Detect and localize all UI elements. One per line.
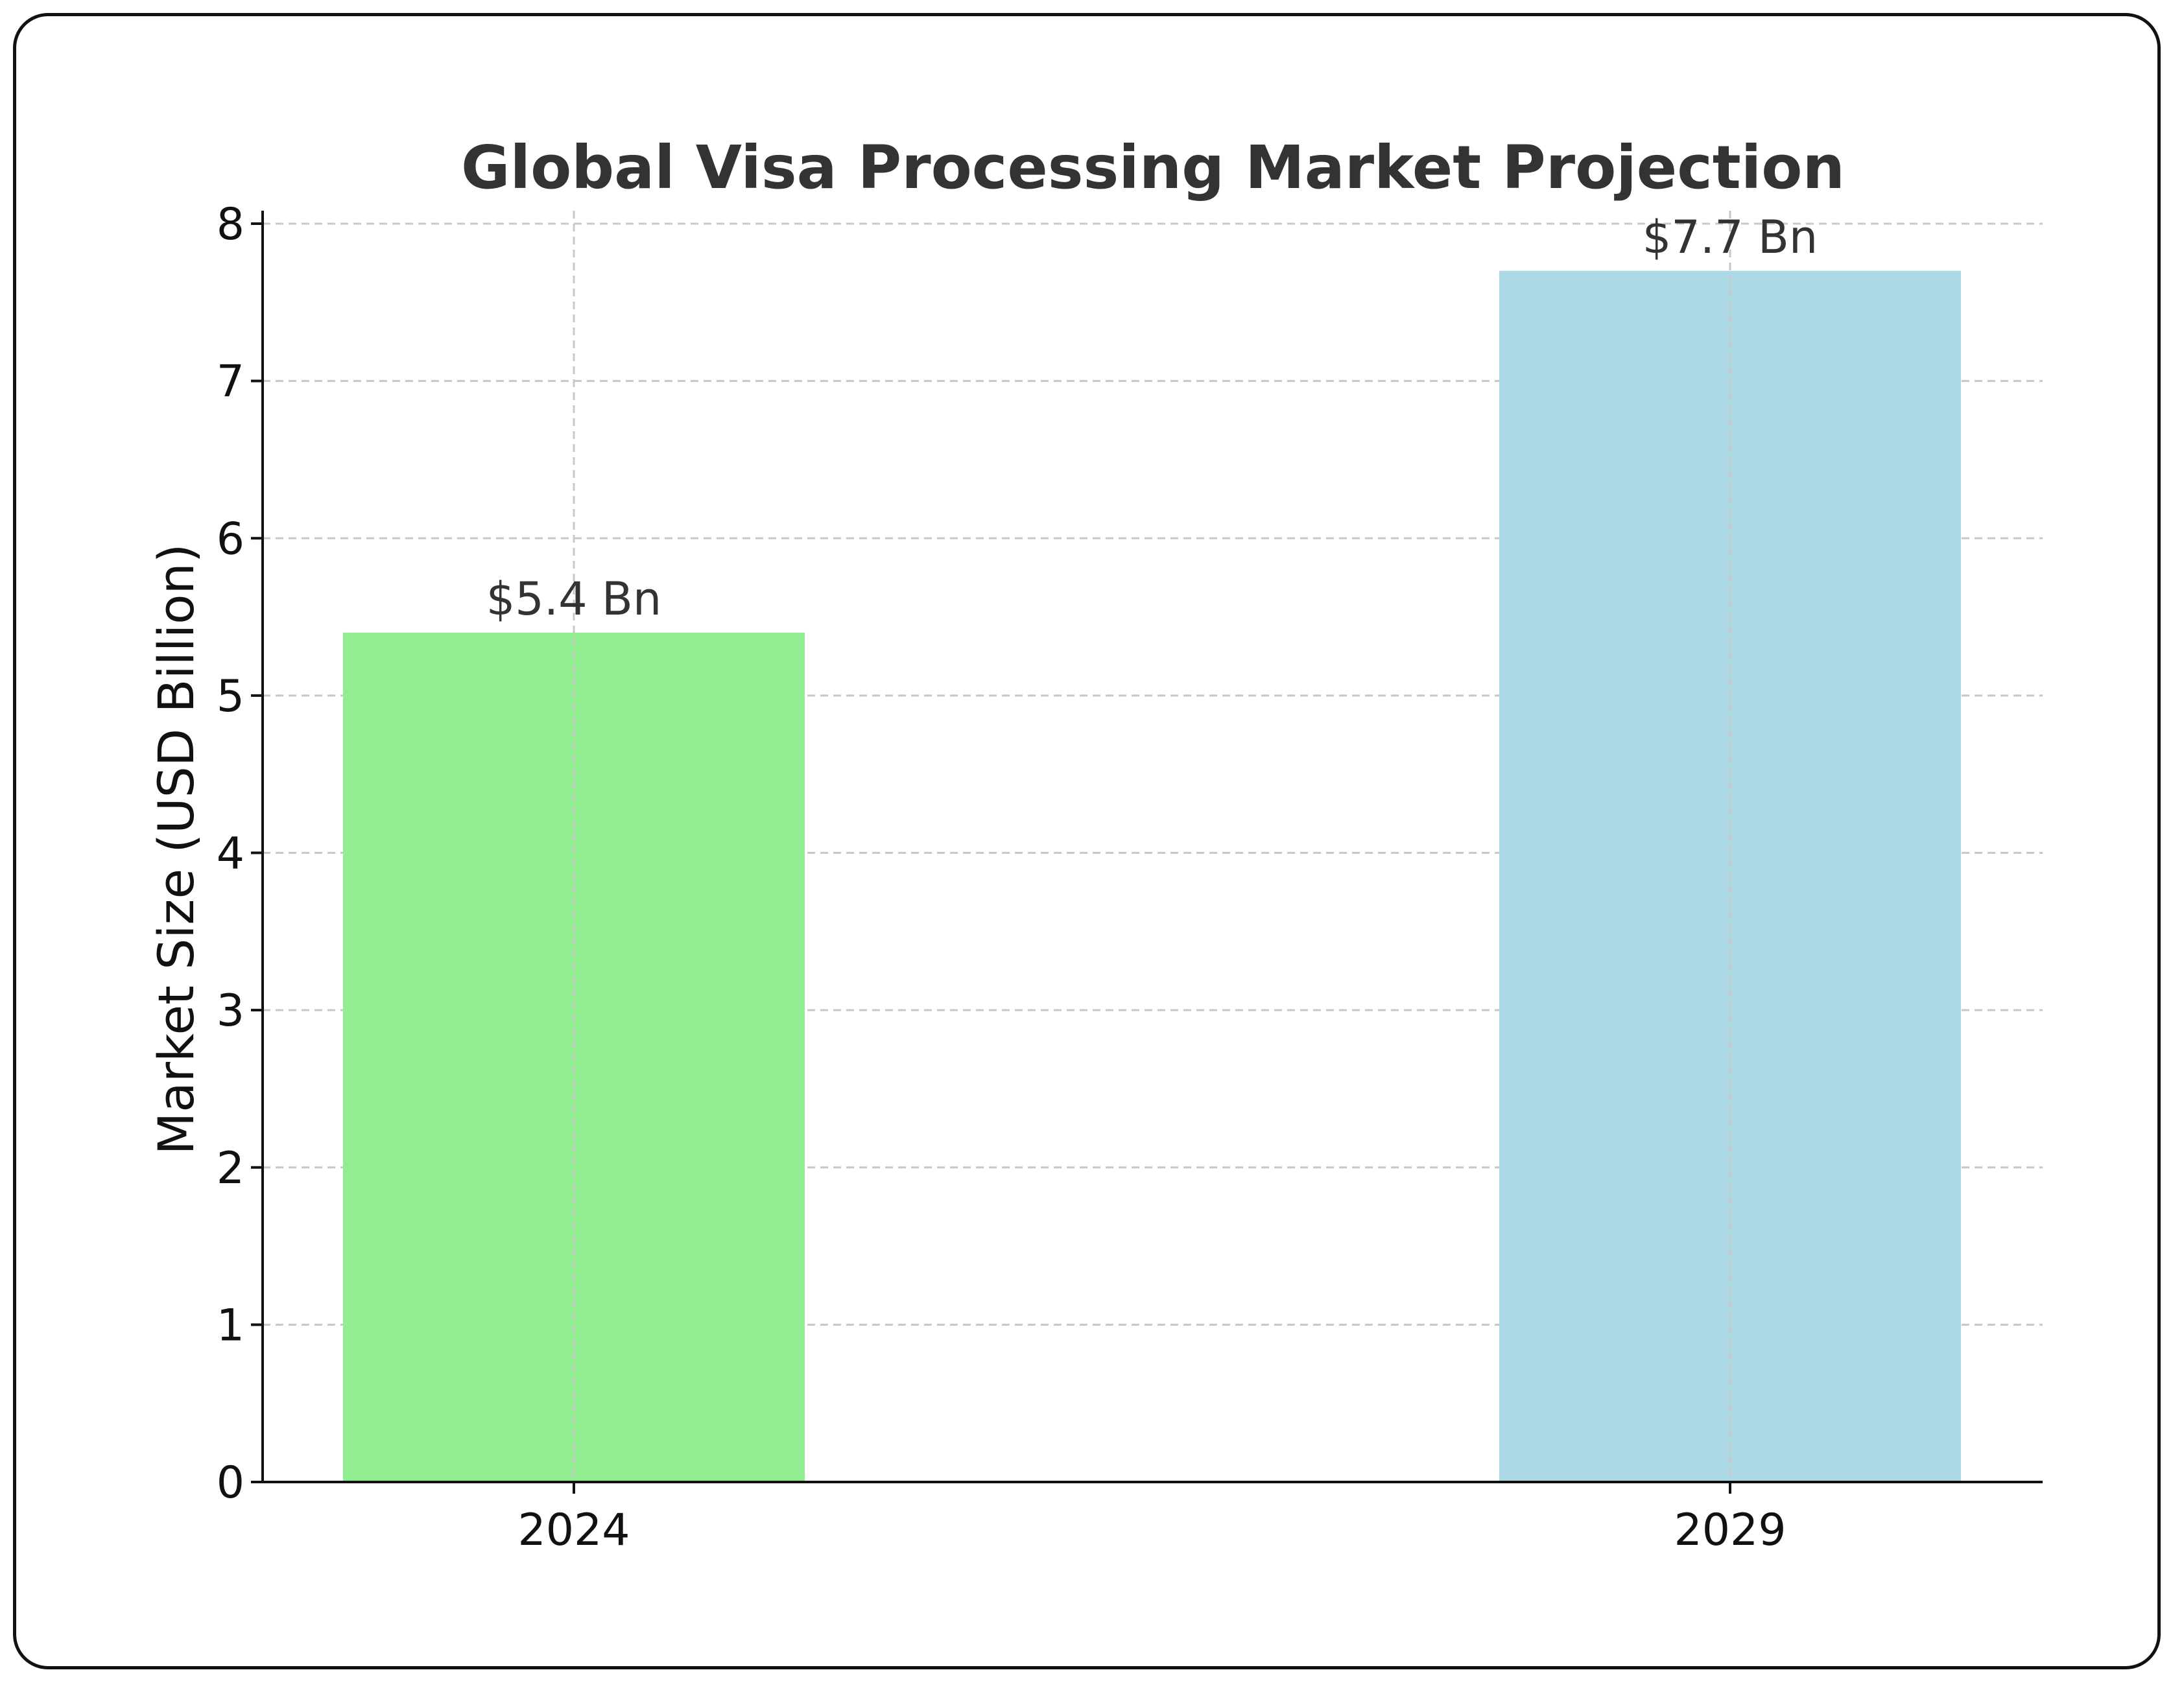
chart-title: Global Visa Processing Market Projection <box>461 133 1845 202</box>
data-label: $7.7 Bn <box>1643 211 1818 264</box>
y-tick-label: 2 <box>217 1143 244 1194</box>
data-label: $5.4 Bn <box>486 572 662 626</box>
y-tick-label: 5 <box>217 671 244 722</box>
y-tick-label: 1 <box>217 1300 244 1351</box>
y-tick-label: 6 <box>217 513 244 565</box>
y-axis-label: Market Size (USD Billion) <box>147 544 205 1155</box>
label-layer: 0 1 2 3 4 5 6 7 8 $5.4 Bn 2024 $7.7 Bn 2029 <box>217 199 1818 1556</box>
x-tick-label: 2024 <box>517 1505 630 1556</box>
vertical-grid-layer <box>573 211 1731 1482</box>
x-tick-label: 2029 <box>1674 1505 1786 1556</box>
axis-layer <box>251 211 2043 1494</box>
y-tick-label: 8 <box>217 199 244 250</box>
y-tick-label: 3 <box>217 985 244 1037</box>
y-tick-label: 4 <box>217 829 244 880</box>
y-tick-label: 0 <box>217 1457 244 1509</box>
y-tick-label: 7 <box>217 357 244 408</box>
bar-layer <box>343 270 1961 1483</box>
